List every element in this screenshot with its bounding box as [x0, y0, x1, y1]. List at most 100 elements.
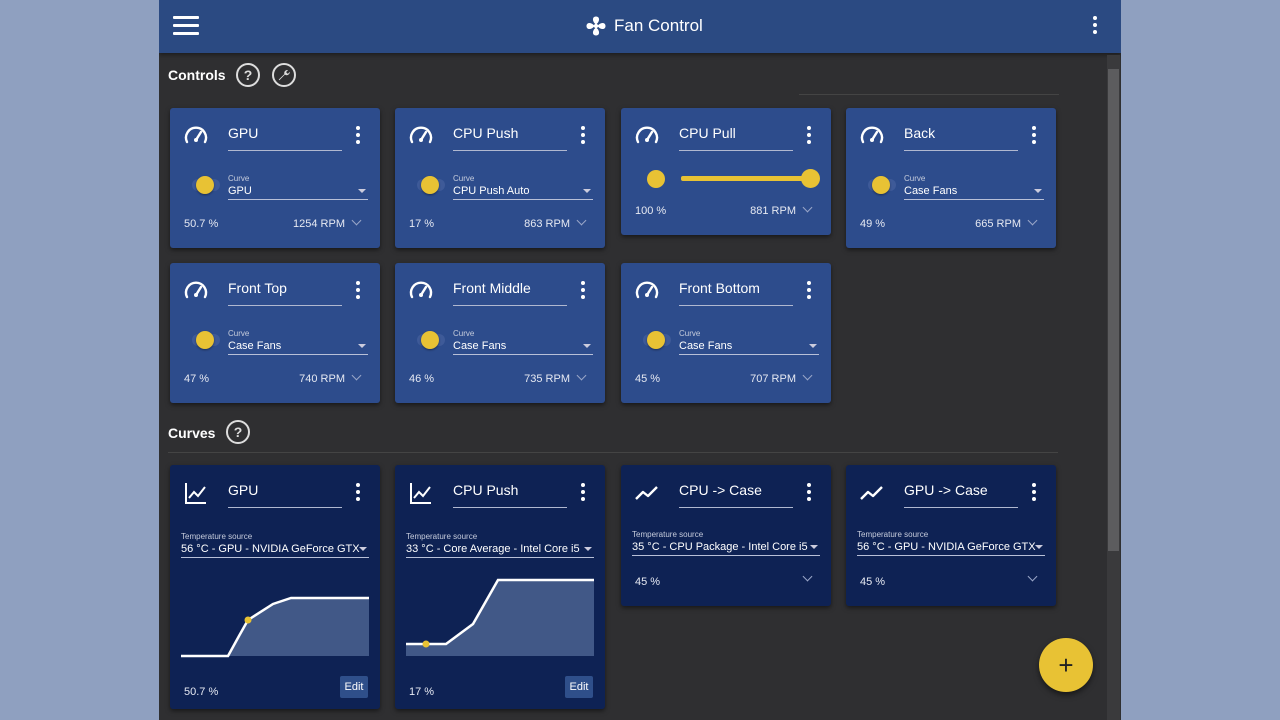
more-vertical-icon[interactable]	[799, 278, 819, 302]
enable-toggle[interactable]	[417, 176, 445, 194]
vertical-scrollbar[interactable]	[1107, 55, 1120, 720]
chevron-down-icon[interactable]	[1027, 215, 1038, 226]
curve-select[interactable]: Curve Case Fans	[679, 329, 819, 355]
temperature-source-value: 33 °C - Core Average - Intel Core i5	[406, 543, 580, 555]
curve-name[interactable]: GPU	[228, 482, 342, 508]
curve-select[interactable]: Curve Case Fans	[228, 329, 368, 355]
gauge-icon	[860, 126, 884, 144]
curve-select[interactable]: Curve Case Fans	[453, 329, 593, 355]
section-title-controls: Controls	[168, 67, 226, 83]
more-vertical-icon[interactable]	[1085, 13, 1105, 37]
chevron-down-icon[interactable]	[802, 202, 813, 213]
edit-curve-button[interactable]: Edit	[565, 676, 593, 698]
curve-select-value: Case Fans	[453, 340, 507, 352]
scrollbar-thumb[interactable]	[1108, 69, 1119, 551]
enable-toggle[interactable]	[192, 331, 220, 349]
enable-toggle[interactable]	[192, 176, 220, 194]
chevron-down-icon[interactable]	[576, 215, 587, 226]
curve-name[interactable]: CPU Push	[453, 482, 567, 508]
enable-toggle[interactable]	[643, 331, 671, 349]
gauge-icon	[635, 126, 659, 144]
curve-graph[interactable]	[181, 578, 369, 658]
chevron-down-icon[interactable]	[1027, 571, 1038, 582]
control-name[interactable]: CPU Push	[453, 125, 567, 151]
more-vertical-icon[interactable]	[573, 123, 593, 147]
curve-name[interactable]: CPU -> Case	[679, 482, 793, 508]
fan-rpm-value: 863 RPM	[524, 218, 570, 230]
enable-toggle[interactable]	[647, 170, 665, 188]
wrench-icon[interactable]	[272, 63, 296, 87]
more-vertical-icon[interactable]	[573, 278, 593, 302]
control-card: Front Bottom Curve Case Fans 45 % 707 RPM	[621, 263, 831, 403]
curve-card: CPU -> Case Temperature source 35 °C - C…	[621, 465, 831, 606]
more-vertical-icon[interactable]	[573, 480, 593, 504]
gauge-icon	[635, 281, 659, 299]
curve-select-label: Curve	[228, 174, 250, 183]
gauge-icon	[409, 126, 433, 144]
toggle-knob[interactable]	[647, 331, 665, 349]
curve-name[interactable]: GPU -> Case	[904, 482, 1018, 508]
curve-select-value: Case Fans	[679, 340, 733, 352]
control-name[interactable]: Back	[904, 125, 1018, 151]
toggle-knob[interactable]	[196, 331, 214, 349]
more-vertical-icon[interactable]	[348, 123, 368, 147]
temperature-source-select[interactable]: Temperature source 56 °C - GPU - NVIDIA …	[857, 530, 1045, 556]
top-app-bar: Fan Control	[159, 0, 1121, 53]
curve-select-value: GPU	[228, 185, 252, 197]
more-vertical-icon[interactable]	[799, 480, 819, 504]
toggle-knob[interactable]	[872, 176, 890, 194]
manual-slider-thumb[interactable]	[801, 169, 820, 188]
chevron-down-icon[interactable]	[351, 215, 362, 226]
help-icon[interactable]: ?	[236, 63, 260, 87]
chevron-down-icon[interactable]	[802, 571, 813, 582]
curve-percent: 50.7 %	[184, 686, 219, 698]
fan-percent: 50.7 %	[184, 218, 219, 230]
control-name[interactable]: GPU	[228, 125, 342, 151]
curve-select-label: Curve	[453, 329, 475, 338]
fan-rpm: 740 RPM	[299, 370, 362, 385]
temperature-source-select[interactable]: Temperature source 56 °C - GPU - NVIDIA …	[181, 532, 369, 558]
chevron-down-icon[interactable]	[802, 370, 813, 381]
add-fab-button[interactable]: +	[1039, 638, 1093, 692]
control-card: CPU Push Curve CPU Push Auto 17 % 863 RPM	[395, 108, 605, 248]
curve-percent: 45 %	[635, 576, 661, 588]
curve-select-value: Case Fans	[904, 185, 958, 197]
control-name[interactable]: Front Middle	[453, 280, 567, 306]
fan-rpm: 863 RPM	[524, 215, 587, 230]
more-vertical-icon[interactable]	[1024, 123, 1044, 147]
curve-select[interactable]: Curve GPU	[228, 174, 368, 200]
more-vertical-icon[interactable]	[1024, 480, 1044, 504]
more-vertical-icon[interactable]	[799, 123, 819, 147]
curve-graph[interactable]	[406, 578, 594, 658]
toggle-knob[interactable]	[196, 176, 214, 194]
fan-rpm-value: 1254 RPM	[293, 218, 345, 230]
more-vertical-icon[interactable]	[348, 480, 368, 504]
curve-select[interactable]: Curve CPU Push Auto	[453, 174, 593, 200]
control-name[interactable]: Front Bottom	[679, 280, 793, 306]
curve-card: GPU Temperature source 56 °C - GPU - NVI…	[170, 465, 380, 709]
toggle-knob[interactable]	[421, 176, 439, 194]
fan-rpm-value: 735 RPM	[524, 373, 570, 385]
help-icon[interactable]: ?	[226, 420, 250, 444]
temperature-source-select[interactable]: Temperature source 33 °C - Core Average …	[406, 532, 594, 558]
chevron-down-icon[interactable]	[576, 370, 587, 381]
enable-toggle[interactable]	[868, 176, 896, 194]
control-name[interactable]: CPU Pull	[679, 125, 793, 151]
temperature-source-select[interactable]: Temperature source 35 °C - CPU Package -…	[632, 530, 820, 556]
trending-up-icon	[860, 486, 883, 500]
app-title-text: Fan Control	[614, 16, 703, 35]
control-name[interactable]: Front Top	[228, 280, 342, 306]
control-card: Back Curve Case Fans 49 % 665 RPM	[846, 108, 1056, 248]
hamburger-menu-icon[interactable]	[171, 12, 201, 40]
temperature-source-value: 56 °C - GPU - NVIDIA GeForce GTX	[181, 543, 360, 555]
toggle-knob[interactable]	[421, 331, 439, 349]
curve-select[interactable]: Curve Case Fans	[904, 174, 1044, 200]
fan-rpm: 1254 RPM	[293, 215, 362, 230]
edit-curve-button[interactable]: Edit	[340, 676, 368, 698]
fan-rpm-value: 740 RPM	[299, 373, 345, 385]
fan-rpm: 881 RPM	[750, 202, 813, 217]
chevron-down-icon[interactable]	[351, 370, 362, 381]
manual-slider-track[interactable]	[681, 176, 811, 181]
more-vertical-icon[interactable]	[348, 278, 368, 302]
enable-toggle[interactable]	[417, 331, 445, 349]
